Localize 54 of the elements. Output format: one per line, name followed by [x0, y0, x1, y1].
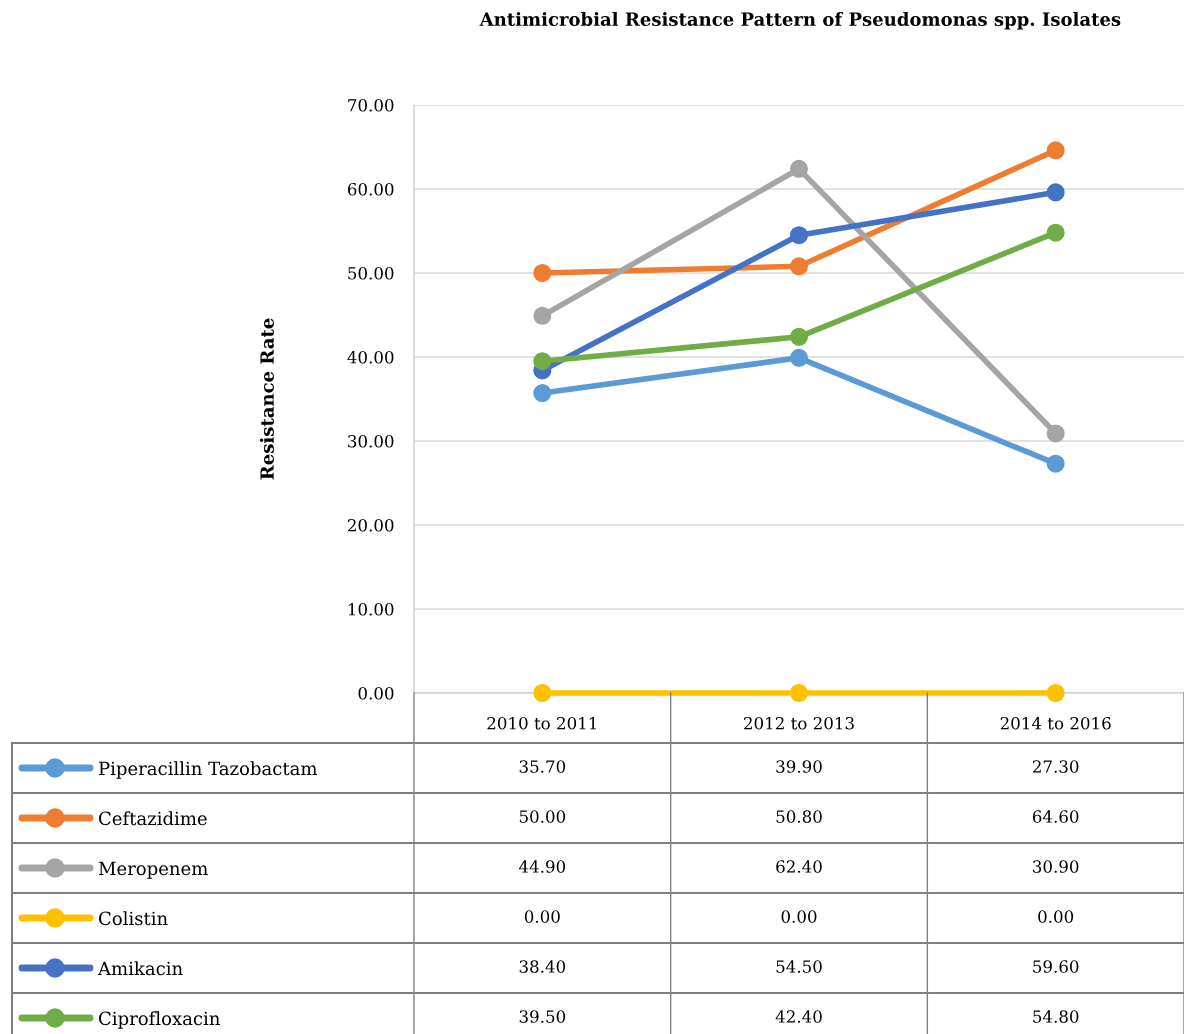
data-label: 27.30 [1032, 760, 1079, 773]
point [1046, 141, 1065, 160]
data-label: 44.90 [518, 860, 566, 873]
point [533, 384, 552, 403]
legend-label: Piperacillin Tazobactam [99, 761, 318, 779]
chart-title: Antimicrobial Resistance Pattern of Pseudomonas spp. Isolates [479, 12, 1121, 30]
data-label: 54.50 [776, 960, 822, 973]
point [533, 306, 552, 325]
data-label: 0.00 [1038, 910, 1074, 923]
x-tick-label: 2012 to 2013 [744, 716, 854, 730]
y-tick-label: 40.00 [347, 350, 394, 364]
data-label: 38.40 [519, 960, 566, 973]
data-label: 39.90 [776, 760, 822, 773]
point [1046, 683, 1065, 703]
point [789, 257, 809, 276]
point [1046, 424, 1065, 443]
y-tick-label: 0.00 [358, 686, 394, 700]
legend-label: Ceftazidime [99, 811, 207, 826]
legend-label: Ciprofloxacin [99, 1011, 220, 1029]
legend-label: Meropenem [98, 861, 208, 879]
data-label: 0.00 [781, 910, 817, 923]
y-axis-title: Resistance Rate [259, 318, 274, 480]
y-tick-label: 10.00 [348, 602, 394, 616]
point [533, 683, 552, 703]
point [789, 226, 809, 245]
x-tick-label: 2010 to 2011 [487, 716, 597, 730]
y-tick-label: 50.00 [348, 266, 394, 280]
y-tick-label: 30.00 [348, 434, 394, 448]
data-label: 42.40 [775, 1010, 822, 1023]
data-label: 64.60 [1032, 810, 1079, 823]
y-tick-label: 60.00 [347, 182, 394, 196]
data-label: 59.60 [1033, 960, 1079, 973]
point [533, 263, 552, 283]
data-label: 39.50 [519, 1010, 566, 1023]
x-tick-label: 2014 to 2016 [1000, 716, 1111, 730]
point [789, 327, 809, 346]
data-label: 50.80 [776, 810, 822, 823]
point [1046, 183, 1065, 202]
data-label: 30.90 [1033, 860, 1079, 873]
legend-label: Amikacin [97, 961, 183, 976]
legend-label: Colistin [99, 911, 168, 926]
point [1046, 223, 1065, 242]
point [1046, 454, 1065, 473]
point [789, 683, 809, 703]
point [533, 352, 552, 371]
point [789, 159, 809, 178]
y-tick-label: 20.00 [347, 518, 394, 532]
data-label: 54.80 [1033, 1010, 1079, 1023]
data-label: 50.00 [519, 810, 566, 823]
data-label: 0.00 [524, 910, 560, 923]
data-label: 35.70 [519, 760, 566, 773]
data-label: 62.40 [776, 860, 822, 873]
y-tick-label: 70.00 [348, 98, 394, 112]
point [789, 348, 809, 367]
